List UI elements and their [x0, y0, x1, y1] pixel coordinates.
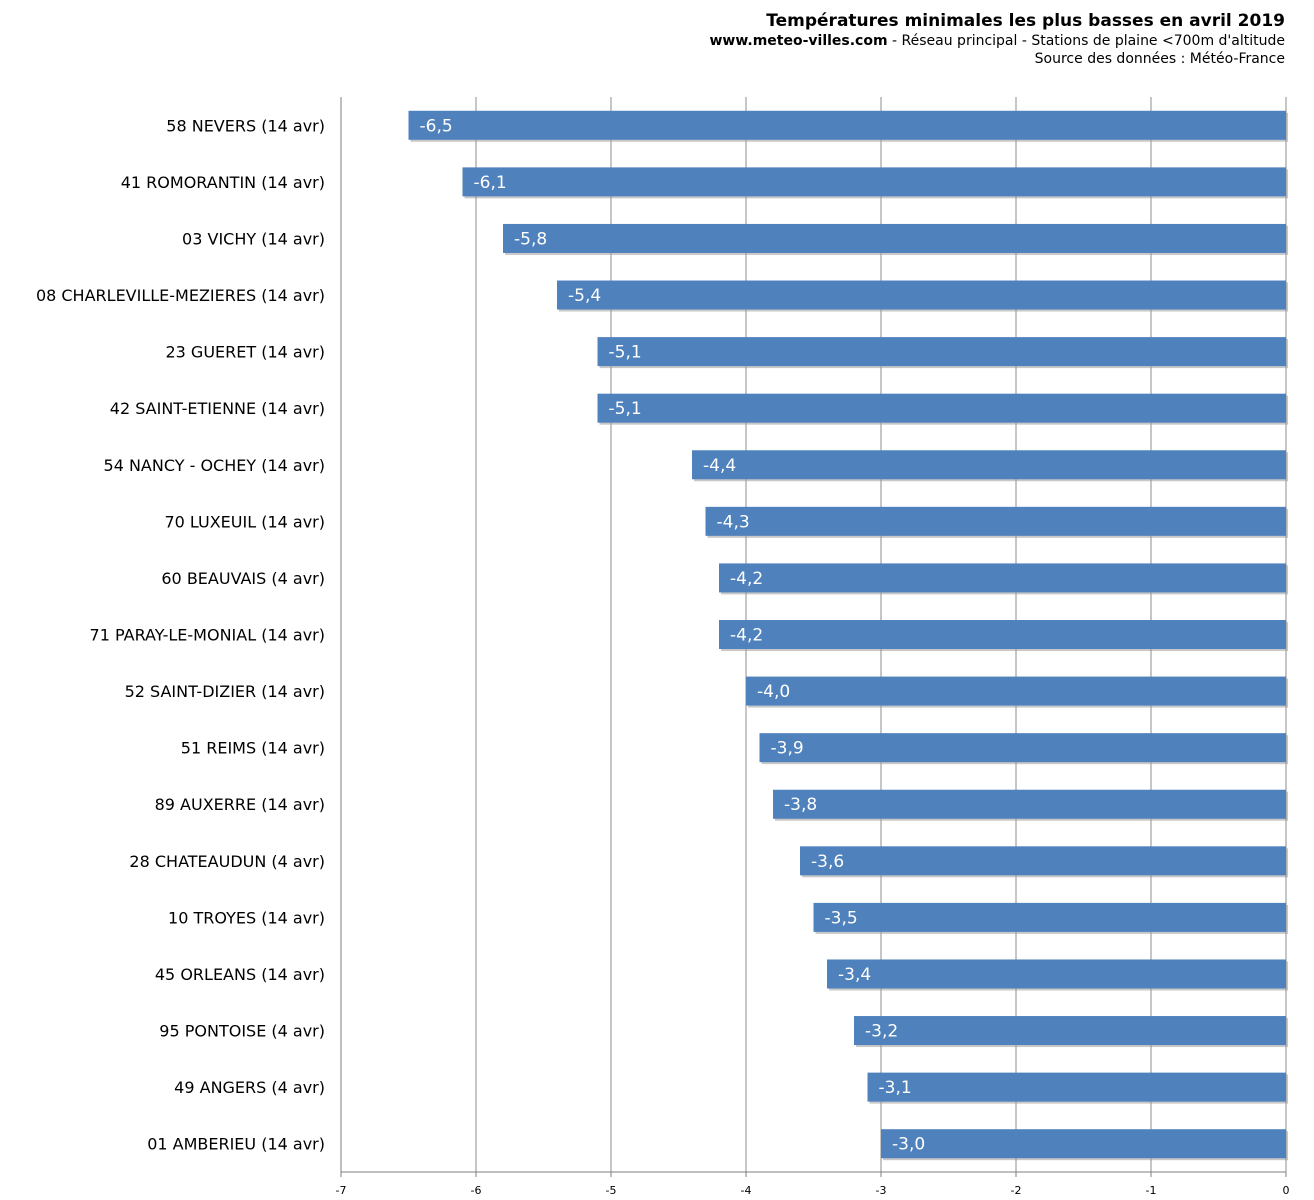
bar-18 — [881, 1129, 1286, 1159]
category-label-16: 95 PONTOISE (4 avr) — [159, 1022, 325, 1041]
category-label-4: 23 GUERET (14 avr) — [165, 343, 325, 362]
x-tick-label-6: -1 — [1146, 1184, 1157, 1197]
subtitle-text: - Réseau principal - Stations de plaine … — [887, 33, 1285, 49]
bar-0 — [408, 110, 1286, 140]
site-name: www.meteo-villes.com — [709, 33, 888, 49]
category-label-10: 52 SAINT-DIZIER (14 avr) — [125, 682, 325, 701]
bar-value-label-2: -5,8 — [514, 229, 547, 249]
category-label-5: 42 SAINT-ETIENNE (14 avr) — [110, 399, 325, 418]
bar-14 — [813, 902, 1286, 932]
category-label-1: 41 ROMORANTIN (14 avr) — [121, 173, 325, 192]
bar-2 — [503, 223, 1286, 253]
bar-value-label-10: -4,0 — [757, 682, 790, 702]
category-label-11: 51 REIMS (14 avr) — [181, 739, 325, 758]
bar-value-label-5: -5,1 — [609, 399, 642, 419]
bar-12 — [773, 789, 1286, 819]
bar-value-label-12: -3,8 — [784, 795, 817, 815]
bar-7 — [705, 506, 1286, 536]
bar-8 — [719, 563, 1286, 593]
category-label-12: 89 AUXERRE (14 avr) — [155, 795, 325, 814]
x-tick-label-1: -6 — [471, 1184, 482, 1197]
category-label-18: 01 AMBERIEU (14 avr) — [147, 1135, 325, 1154]
bar-value-label-4: -5,1 — [609, 343, 642, 363]
bar-value-label-14: -3,5 — [825, 908, 858, 928]
category-label-13: 28 CHATEAUDUN (4 avr) — [129, 852, 325, 871]
bar-10 — [746, 676, 1286, 706]
bar-value-label-6: -4,4 — [703, 456, 736, 476]
data-source: Source des données : Météo-France — [1034, 51, 1285, 67]
bar-value-label-18: -3,0 — [892, 1135, 925, 1155]
chart-header: Températures minimales les plus basses e… — [709, 10, 1285, 68]
bar-value-label-15: -3,4 — [838, 965, 871, 985]
bar-value-label-8: -4,2 — [730, 569, 763, 589]
x-tick-label-3: -4 — [741, 1184, 752, 1197]
bar-6 — [692, 450, 1286, 480]
bar-3 — [557, 280, 1286, 310]
category-label-7: 70 LUXEUIL (14 avr) — [164, 512, 325, 531]
bar-value-label-9: -4,2 — [730, 626, 763, 646]
bar-value-label-1: -6,1 — [474, 173, 507, 193]
bar-15 — [827, 959, 1286, 989]
bar-13 — [800, 846, 1286, 876]
category-label-17: 49 ANGERS (4 avr) — [174, 1078, 325, 1097]
x-tick-label-4: -3 — [876, 1184, 887, 1197]
bar-value-label-0: -6,5 — [420, 116, 453, 136]
x-tick-label-5: -2 — [1011, 1184, 1022, 1197]
bar-4 — [597, 337, 1286, 367]
bar-11 — [759, 733, 1286, 763]
chart-subtitle: www.meteo-villes.com - Réseau principal … — [709, 32, 1285, 50]
x-tick-label-2: -5 — [606, 1184, 617, 1197]
bar-value-label-16: -3,2 — [865, 1022, 898, 1042]
bar-5 — [597, 393, 1286, 423]
category-label-3: 08 CHARLEVILLE-MEZIERES (14 avr) — [36, 286, 325, 305]
category-label-9: 71 PARAY-LE-MONIAL (14 avr) — [90, 626, 325, 645]
bar-16 — [854, 1016, 1286, 1046]
category-label-14: 10 TROYES (14 avr) — [168, 908, 325, 927]
category-label-0: 58 NEVERS (14 avr) — [166, 116, 325, 135]
category-label-8: 60 BEAUVAIS (4 avr) — [161, 569, 325, 588]
bar-9 — [719, 620, 1286, 649]
category-label-15: 45 ORLEANS (14 avr) — [155, 965, 325, 984]
bar-value-label-13: -3,6 — [811, 852, 844, 872]
x-tick-label-7: 0 — [1283, 1184, 1290, 1197]
bar-value-label-11: -3,9 — [771, 739, 804, 759]
category-label-2: 03 VICHY (14 avr) — [182, 229, 325, 248]
bar-17 — [867, 1072, 1286, 1102]
bar-value-label-3: -5,4 — [568, 286, 601, 306]
bar-value-label-17: -3,1 — [879, 1078, 912, 1098]
chart-title: Températures minimales les plus basses e… — [766, 11, 1285, 31]
category-label-6: 54 NANCY - OCHEY (14 avr) — [104, 456, 325, 475]
x-tick-label-0: -7 — [336, 1184, 347, 1197]
bar-1 — [462, 167, 1286, 197]
bar-value-label-7: -4,3 — [717, 512, 750, 532]
